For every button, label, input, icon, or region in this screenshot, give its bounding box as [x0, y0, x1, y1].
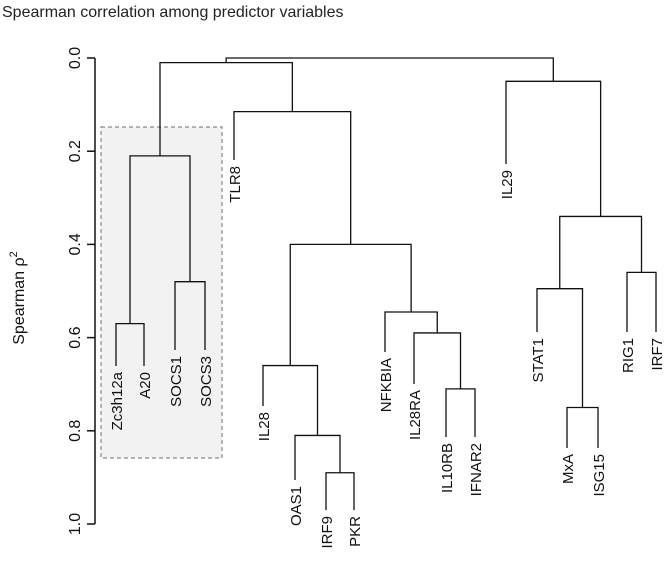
leaf-labels: Zc3h12a A20 SOCS1 SOCS3 TLR8 IL28 OAS1 IRF9 PKR N… [109, 166, 666, 549]
branch-m16 [559, 215, 643, 289]
branch-m11 [233, 110, 352, 245]
leaf-label-rig1: RIG1 [620, 338, 637, 373]
leaf-label-isg15: ISG15 [591, 454, 608, 497]
leaf-label-nfkbia: NFKBIA [378, 358, 395, 412]
leaf-label-il28: IL28 [256, 412, 273, 441]
y-axis-label: Spearman ρ2 [8, 251, 28, 345]
y-tick-label: 0.6 [67, 326, 84, 348]
leaf-label-socs1: SOCS1 [168, 356, 185, 407]
leaf-label-tlr8: TLR8 [227, 166, 244, 203]
y-axis-label-text: Spearman ρ [11, 257, 28, 344]
branch-m15 [626, 271, 657, 332]
y-tick-label: 0.4 [67, 233, 84, 255]
branch-m13 [566, 406, 599, 448]
y-tick-label: 1.0 [67, 513, 84, 535]
leaf-label-socs3: SOCS3 [198, 356, 215, 407]
leaf-label-ifnar2: IFNAR2 [468, 443, 485, 496]
y-axis-label-superscript: 2 [8, 251, 20, 257]
leaf-label-pkr: PKR [347, 516, 364, 547]
branch-m4 [325, 472, 355, 510]
dendrogram-branches [115, 57, 657, 510]
branch-m10 [289, 243, 412, 366]
branch-m17 [505, 80, 602, 217]
highlight-box [100, 126, 223, 459]
y-tick-label: 0.2 [67, 140, 84, 162]
branch-m7 [445, 388, 476, 437]
chart-title: Spearman correlation among predictor var… [2, 4, 344, 21]
leaf-label-zc3h12a: Zc3h12a [109, 371, 126, 430]
y-tick-label: 0.8 [67, 420, 84, 442]
leaf-label-mxa: MxA [560, 454, 577, 484]
leaf-label-il10rb: IL10RB [439, 443, 456, 493]
branch-m8 [413, 332, 462, 389]
leaf-label-oas1: OAS1 [288, 486, 305, 526]
leaf-label-irf9: IRF9 [319, 516, 336, 549]
leaf-label-irf7: IRF7 [649, 338, 666, 371]
y-axis-ticks: 0.0 0.2 0.4 0.6 0.8 1.0 [67, 47, 95, 535]
leaf-label-il28ra: IL28RA [407, 390, 424, 440]
branch-m18 [225, 57, 554, 82]
leaf-label-il29: IL29 [499, 170, 516, 199]
leaf-label-stat1: STAT1 [530, 338, 547, 382]
y-tick-label: 0.0 [67, 47, 84, 69]
leaf-label-a20: A20 [137, 372, 154, 399]
branch-m9 [384, 311, 438, 352]
